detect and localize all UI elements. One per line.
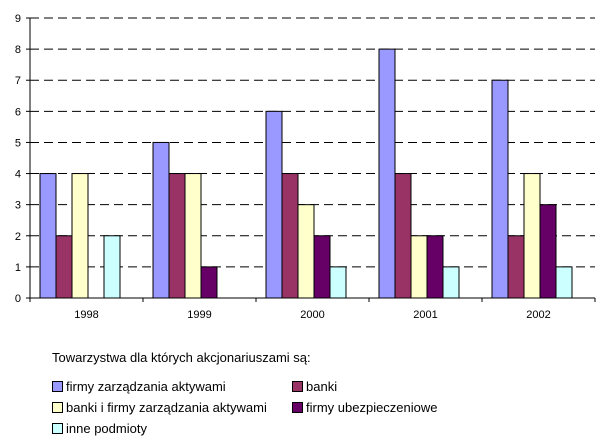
y-tick-label: 1 <box>15 262 21 274</box>
legend-item-firmy-zarzadzania: firmy zarządzania aktywami <box>52 379 292 394</box>
legend-item-firmy-ubezpieczeniowe: firmy ubezpieczeniowe <box>292 400 462 415</box>
x-tick-label: 2001 <box>413 309 437 321</box>
legend-item-inne-podmioty: inne podmioty <box>52 421 292 436</box>
bar <box>378 48 396 299</box>
bar <box>491 79 509 299</box>
legend-label: inne podmioty <box>66 421 147 436</box>
y-tick-label: 7 <box>15 75 21 87</box>
y-tick-label: 8 <box>15 44 21 56</box>
bar <box>523 173 541 299</box>
bar <box>394 173 412 299</box>
bar <box>152 141 170 299</box>
bar <box>426 235 444 299</box>
bar <box>39 173 57 299</box>
legend-swatch <box>52 381 63 392</box>
bar <box>539 204 557 299</box>
y-tick-label: 2 <box>15 231 21 243</box>
x-tick-label: 2000 <box>300 309 324 321</box>
bar <box>281 173 299 299</box>
bar <box>184 173 202 299</box>
bar <box>200 266 218 299</box>
legend-swatch <box>292 402 303 413</box>
legend-swatch <box>52 423 63 434</box>
bar <box>507 235 525 299</box>
bar <box>329 266 347 299</box>
bar <box>71 173 89 299</box>
legend-label: banki <box>306 379 338 394</box>
y-tick-label: 9 <box>15 13 21 25</box>
legend-item-banki-i-firmy: banki i firmy zarządzania aktywami <box>52 400 292 415</box>
bar <box>442 266 460 299</box>
legend-item-banki: banki <box>292 379 462 394</box>
legend: Towarzystwa dla których akcjonariuszami … <box>52 350 462 436</box>
legend-label: firmy ubezpieczeniowe <box>306 400 438 415</box>
y-tick-label: 5 <box>15 137 21 149</box>
bar <box>103 235 121 299</box>
bar <box>168 173 186 299</box>
legend-title: Towarzystwa dla których akcjonariuszami … <box>52 350 311 365</box>
bar <box>555 266 573 299</box>
bar <box>410 235 428 299</box>
legend-swatch <box>292 381 303 392</box>
y-tick-label: 4 <box>15 169 21 181</box>
y-tick-label: 0 <box>15 293 21 305</box>
bar <box>297 204 315 299</box>
x-tick-label: 1999 <box>187 309 211 321</box>
bar <box>55 235 73 299</box>
legend-grid: firmy zarządzania aktywami banki banki i… <box>52 379 462 436</box>
y-tick-label: 3 <box>15 200 21 212</box>
bar <box>313 235 331 299</box>
x-tick-label: 1998 <box>74 309 98 321</box>
x-tick-label: 2002 <box>526 309 550 321</box>
legend-label: firmy zarządzania aktywami <box>66 379 226 394</box>
y-tick-label: 6 <box>15 106 21 118</box>
legend-swatch <box>52 402 63 413</box>
bar <box>265 110 283 299</box>
legend-label: banki i firmy zarządzania aktywami <box>66 400 267 415</box>
